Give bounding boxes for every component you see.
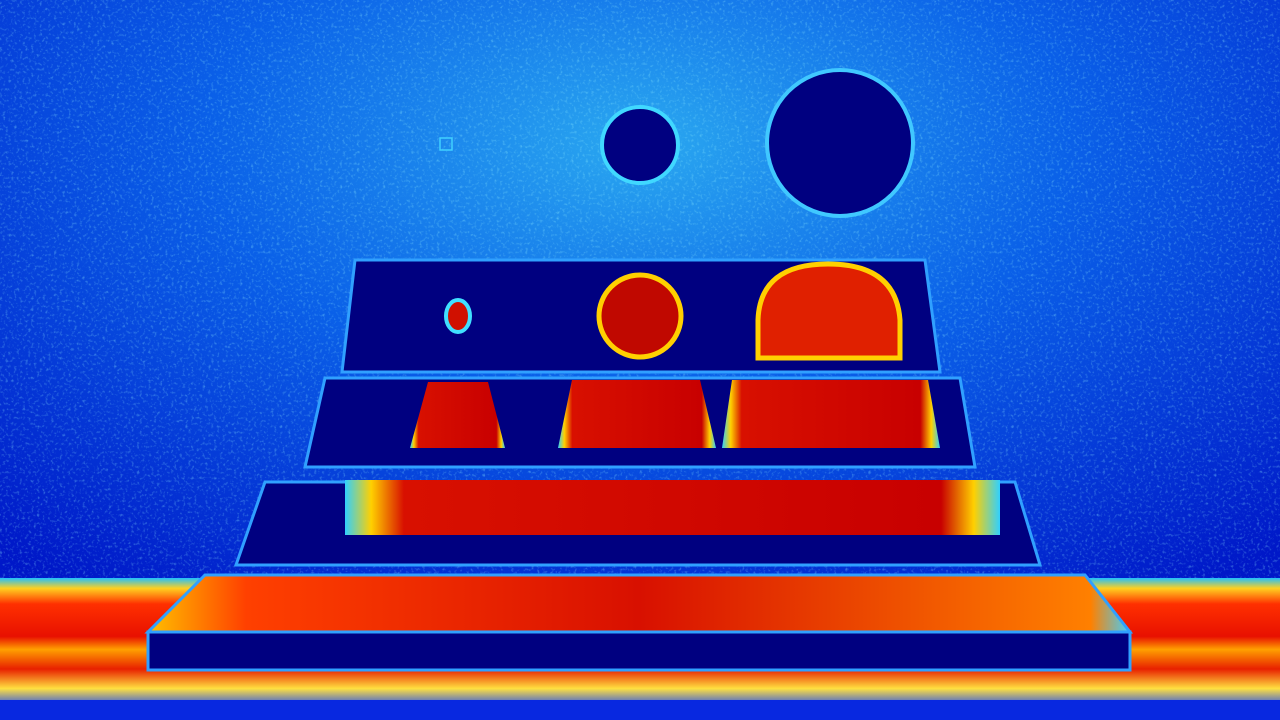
speck [439,137,453,151]
blob-2b [558,380,716,448]
blob-3 [345,480,1000,535]
blob-round [596,272,684,360]
blob-small [444,298,472,334]
floor-edge [0,700,1280,720]
blob-2a [410,382,505,448]
tray-4-front [146,630,1132,672]
blob-2c [722,380,940,448]
tray-4-top [144,573,1134,634]
small-sphere [600,105,680,185]
blob-dome [755,261,903,361]
large-sphere [765,68,915,218]
